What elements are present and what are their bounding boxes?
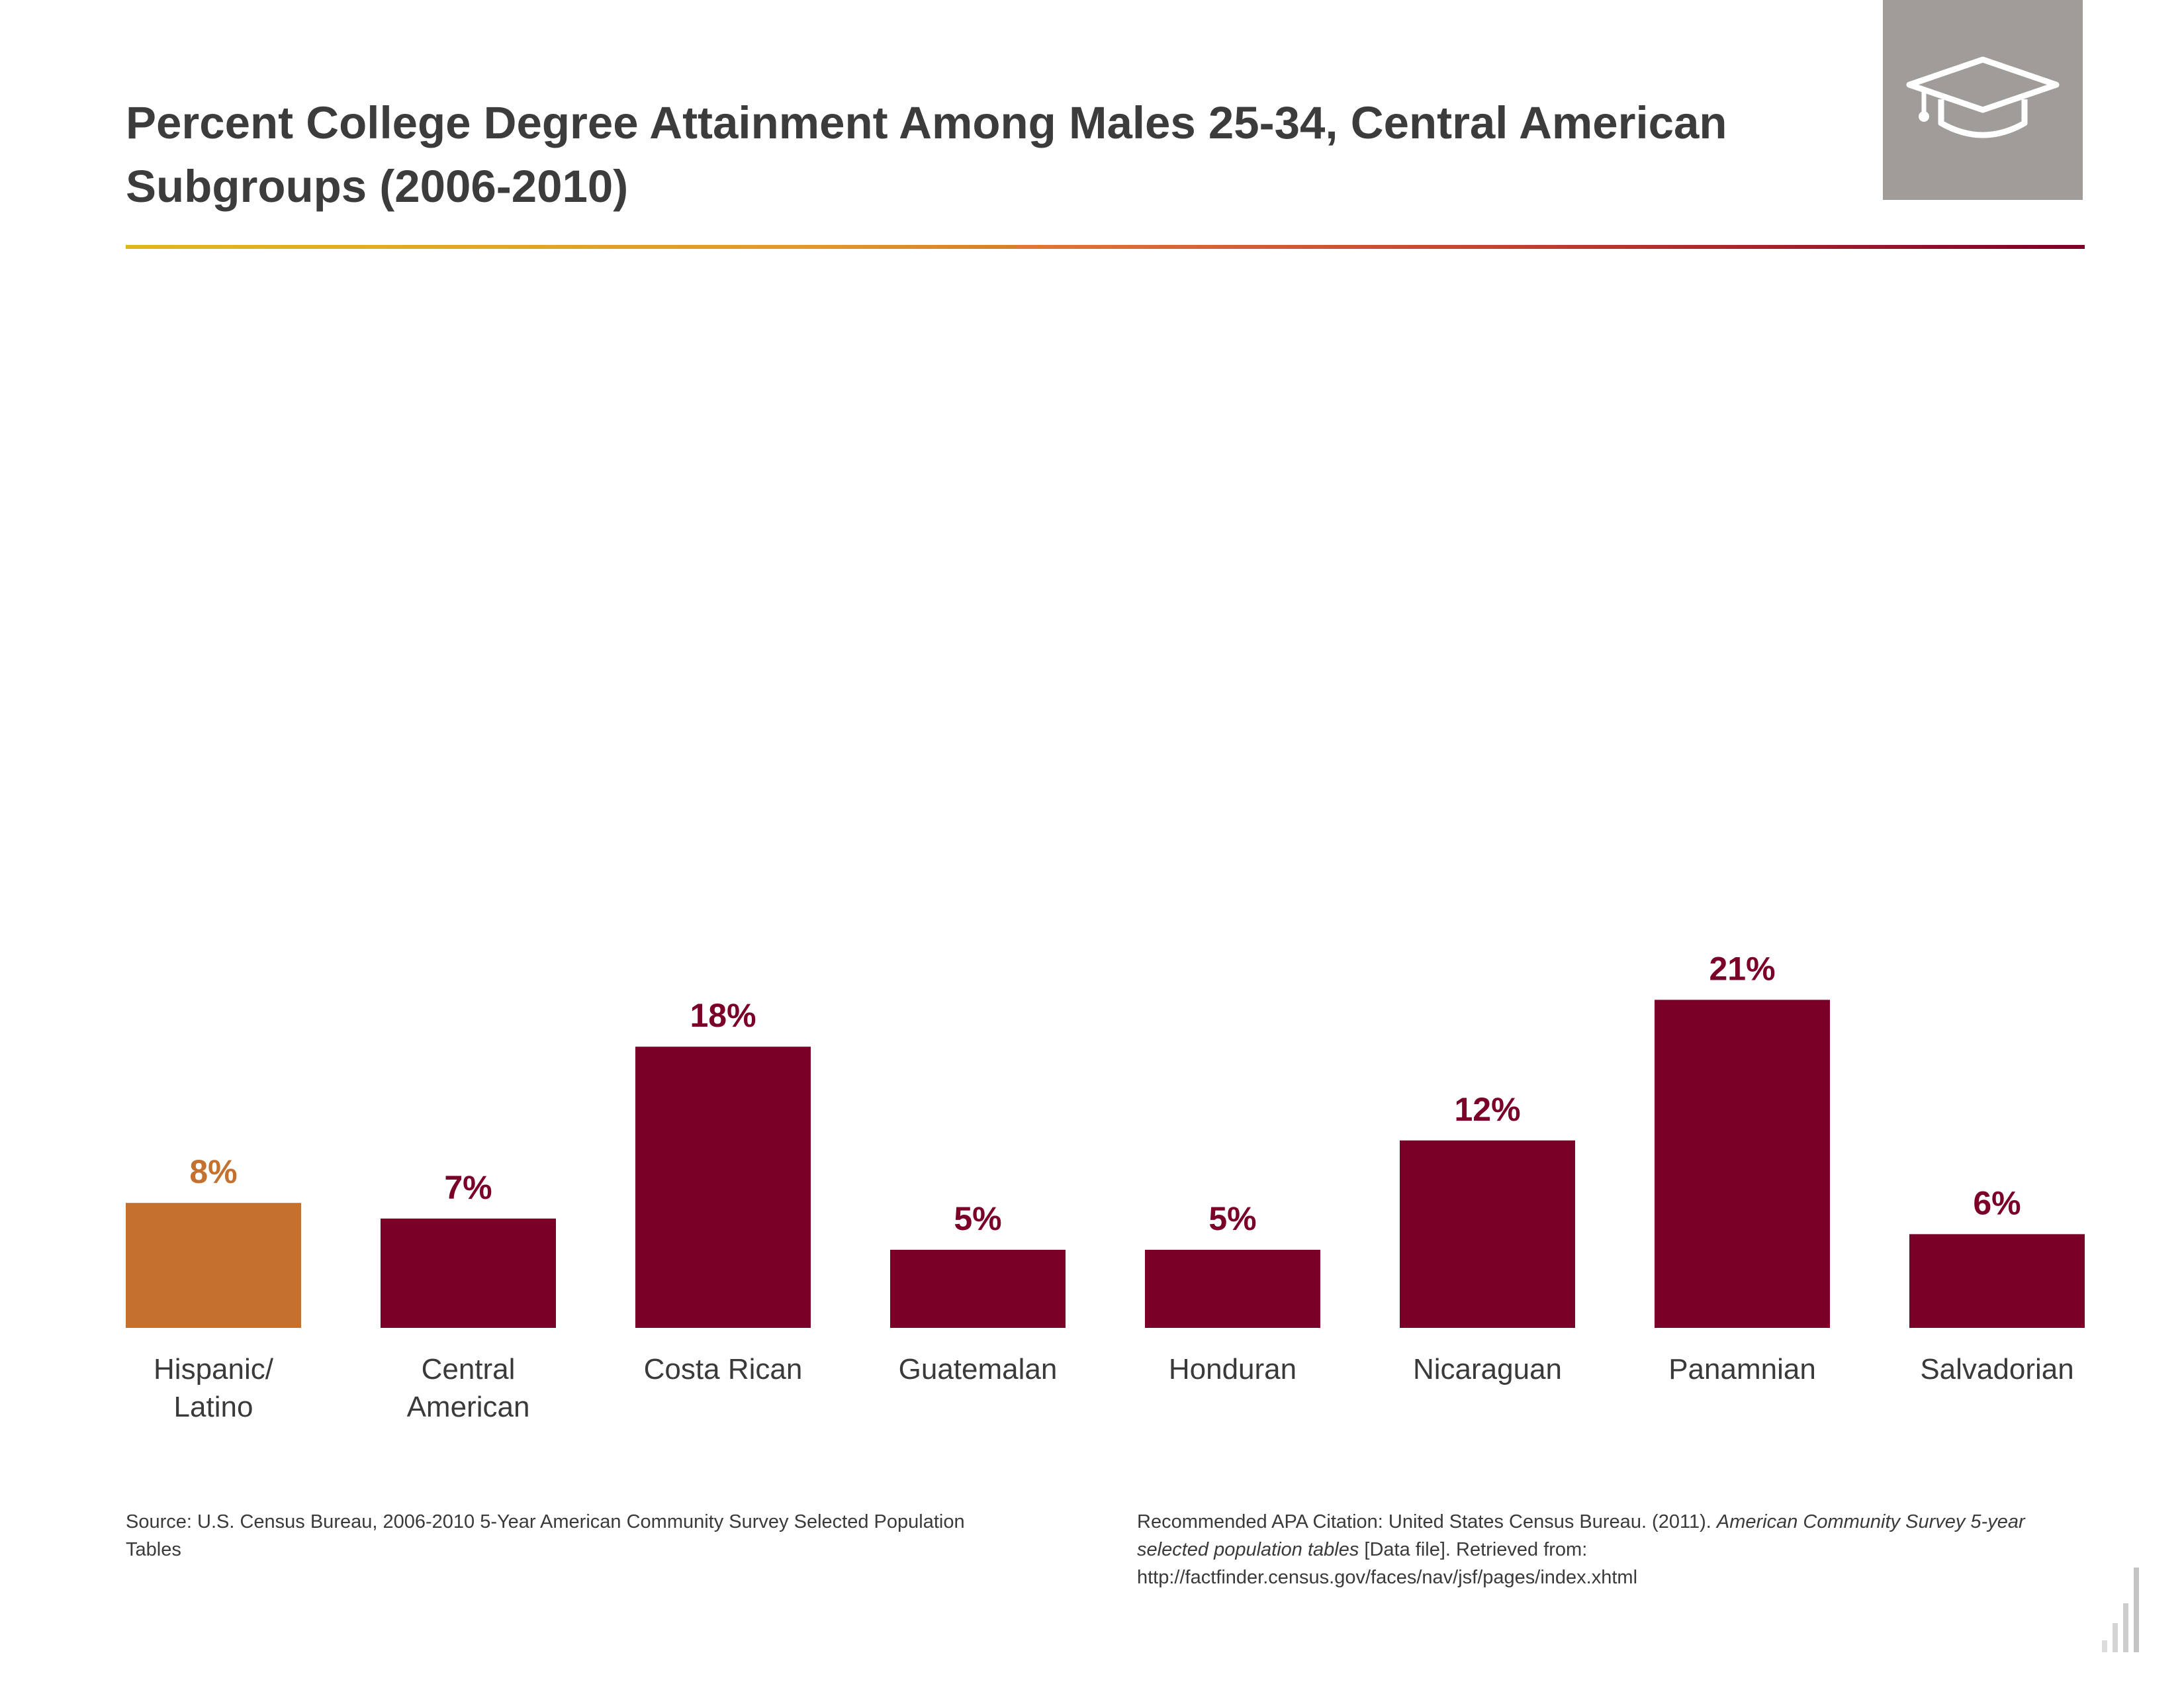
citation-title: American Community Survey 5-year selecte… bbox=[1137, 1511, 2025, 1560]
value-label-costa-rican: 18% bbox=[690, 997, 756, 1034]
bar-hispanic-latino bbox=[126, 1203, 301, 1328]
citation-prefix: Recommended APA Citation: United States … bbox=[1137, 1511, 1717, 1532]
graduation-cap-icon bbox=[1906, 56, 2060, 138]
value-label-panamnian: 21% bbox=[1709, 950, 1775, 987]
category-label-central-american: Central American bbox=[407, 1353, 530, 1423]
value-label-hispanic-latino: 8% bbox=[189, 1153, 237, 1190]
value-label-salvadorian: 6% bbox=[1973, 1184, 2021, 1221]
source-note: Source: U.S. Census Bureau, 2006-2010 5-… bbox=[126, 1511, 965, 1560]
value-label-guatemalan: 5% bbox=[954, 1200, 1001, 1237]
category-label-salvadorian: Salvadorian bbox=[1920, 1353, 2073, 1385]
corner-bars-icon bbox=[2102, 1568, 2139, 1652]
value-label-central-american: 7% bbox=[444, 1169, 492, 1206]
category-label-costa-rican: Costa Rican bbox=[644, 1353, 803, 1385]
bar-nicaraguan bbox=[1400, 1140, 1575, 1328]
bar-salvadorian bbox=[1909, 1234, 2085, 1328]
bar-costa-rican bbox=[635, 1047, 811, 1328]
bar-panamnian bbox=[1655, 1000, 1830, 1328]
value-label-honduran: 5% bbox=[1208, 1200, 1256, 1237]
apa-citation: Recommended APA Citation: United States … bbox=[1137, 1508, 2083, 1591]
category-label-nicaraguan: Nicaraguan bbox=[1413, 1353, 1562, 1385]
chart-title: Percent College Degree Attainment Among … bbox=[126, 97, 1727, 212]
category-label-guatemalan: Guatemalan bbox=[899, 1353, 1058, 1385]
category-label-panamnian: Panamnian bbox=[1668, 1353, 1816, 1385]
value-label-nicaraguan: 12% bbox=[1454, 1091, 1520, 1128]
bar-central-american bbox=[381, 1218, 556, 1328]
icon-box bbox=[1883, 0, 2083, 200]
bar-honduran bbox=[1145, 1250, 1320, 1328]
bar-chart: 8% Hispanic/Latino 7% Central American 18% Cos… bbox=[126, 950, 2085, 1423]
category-label-hispanic-latino: Hispanic/Latino bbox=[154, 1353, 274, 1423]
bar-guatemalan bbox=[890, 1250, 1066, 1328]
citation-suffix: [Data file]. Retrieved from: http://fact… bbox=[1137, 1539, 1638, 1588]
title-divider bbox=[126, 245, 2085, 249]
category-label-honduran: Honduran bbox=[1169, 1353, 1297, 1385]
